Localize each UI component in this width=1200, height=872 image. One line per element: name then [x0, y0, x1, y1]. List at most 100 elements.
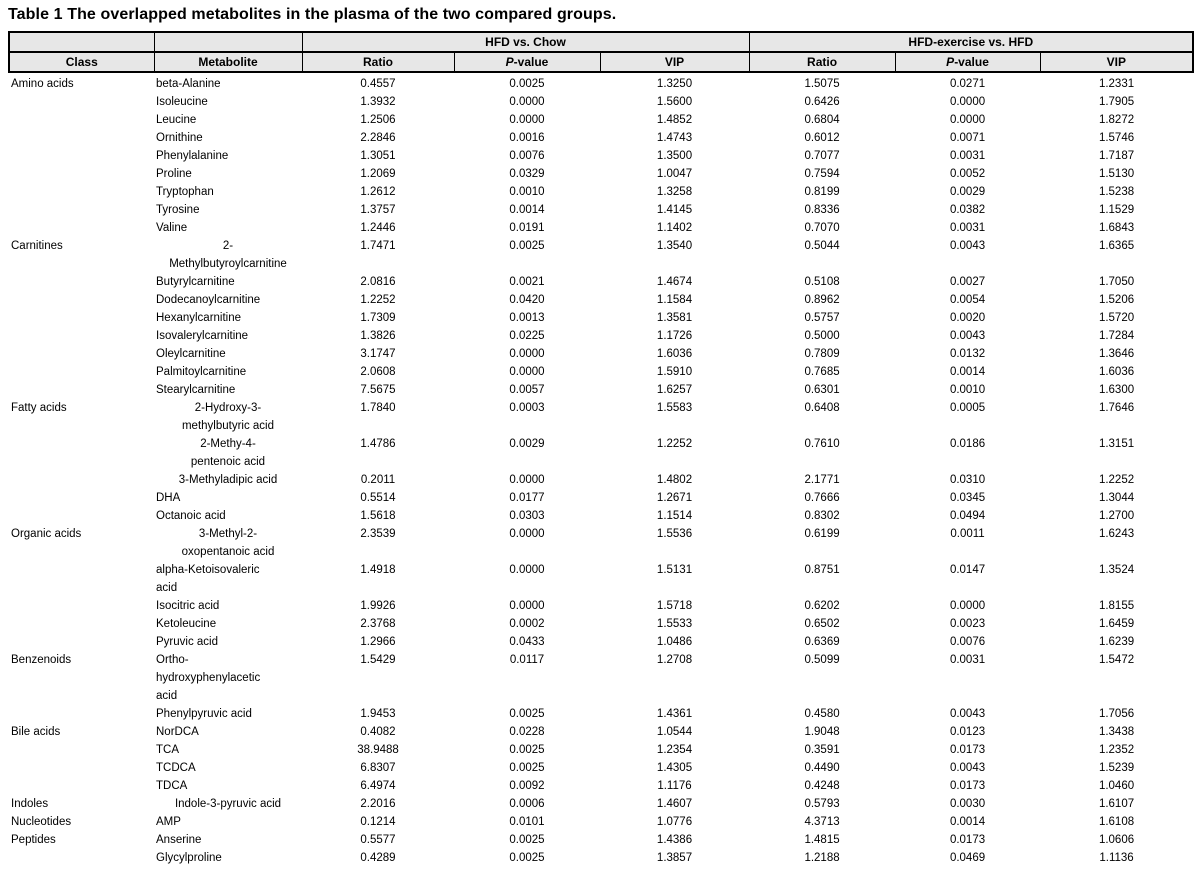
ratio-hfd-vs-chow-cell: 0.5577: [360, 834, 396, 846]
pvalue-hfd-vs-chow-cell: 0.0000: [509, 564, 545, 576]
class-cell: [9, 435, 154, 471]
ratio-hfd-exercise-cell: 0.7666: [804, 492, 840, 504]
vip-hfd-exercise-cell: 1.7050: [1098, 276, 1135, 288]
class-cell: [9, 633, 154, 651]
ratio-hfd-exercise-cell: 0.6199: [804, 528, 840, 540]
metabolite-cell: 2-Methy-4- pentenoic acid: [190, 438, 266, 468]
class-cell: [9, 741, 154, 759]
ratio-hfd-vs-chow-cell: 1.2069: [360, 168, 396, 180]
vip-hfd-exercise-cell: 1.0606: [1098, 834, 1135, 846]
vip-hfd-vs-chow-cell: 1.5583: [656, 402, 693, 414]
table-row: Carnitines 2- Methylbutyroylcarnitine 1.74…: [9, 237, 1193, 273]
vip-hfd-vs-chow-cell: 1.1176: [657, 780, 692, 792]
ratio-hfd-vs-chow-cell: 3.1747: [360, 348, 396, 360]
pvalue-hfd-vs-chow-cell: 0.0191: [509, 222, 545, 234]
class-cell: Organic acids: [11, 528, 82, 540]
pvalue-hfd-exercise-cell: 0.0173: [949, 780, 986, 792]
pvalue-hfd-exercise-cell: 0.0043: [949, 330, 986, 342]
vip-hfd-exercise-cell: 1.6107: [1098, 798, 1135, 810]
pvalue-hfd-vs-chow-cell: 0.0225: [509, 330, 545, 342]
class-cell: [9, 849, 154, 867]
class-cell: [9, 705, 154, 723]
metabolite-cell: Ornithine: [156, 132, 203, 144]
ratio-hfd-exercise-cell: 0.8302: [804, 510, 840, 522]
table-row: Palmitoylcarnitine 2.0608 0.0000 1.5910 0.76…: [9, 363, 1193, 381]
vip-hfd-exercise-cell: 1.5238: [1098, 186, 1135, 198]
pvalue-hfd-exercise-cell: 0.0043: [949, 762, 986, 774]
ratio-hfd-vs-chow-cell: 1.7309: [360, 312, 396, 324]
ratio-hfd-exercise-cell: 0.7077: [804, 150, 840, 162]
ratio-hfd-vs-chow-cell: 0.4557: [360, 78, 396, 90]
ratio-hfd-vs-chow-cell: 1.3932: [360, 96, 396, 108]
pvalue-hfd-exercise-cell: 0.0345: [949, 492, 986, 504]
vip-hfd-exercise-cell: 1.5206: [1098, 294, 1135, 306]
ratio-hfd-exercise-cell: 0.6369: [804, 636, 840, 648]
table-row: Butyrylcarnitine 2.0816 0.0021 1.4674 0.5108…: [9, 273, 1193, 291]
table-row: Phenylpyruvic acid 1.9453 0.0025 1.4361 0.45…: [9, 705, 1193, 723]
vip-hfd-exercise-cell: 1.6365: [1098, 240, 1135, 252]
table-row: Leucine 1.2506 0.0000 1.4852 0.6804 0.0000 1.8…: [9, 111, 1193, 129]
metabolite-cell: Dodecanoylcarnitine: [156, 294, 261, 306]
class-cell: [9, 777, 154, 795]
table-row: Valine 1.2446 0.0191 1.1402 0.7070 0.0031 1.68…: [9, 219, 1193, 237]
metabolite-cell: Indole-3-pyruvic acid: [174, 798, 282, 810]
vip-hfd-vs-chow-cell: 1.5718: [656, 600, 693, 612]
ratio-hfd-vs-chow-cell: 0.1214: [360, 816, 396, 828]
group-header-hfd-exercise-vs-hfd: HFD-exercise vs. HFD: [748, 31, 1195, 53]
pvalue-hfd-exercise-cell: 0.0173: [949, 744, 986, 756]
pvalue-hfd-exercise-cell: 0.0382: [949, 204, 986, 216]
ratio-hfd-exercise-cell: 0.6502: [804, 618, 840, 630]
ratio-hfd-exercise-cell: 0.4248: [804, 780, 840, 792]
vip-hfd-vs-chow-cell: 1.5600: [656, 96, 693, 108]
ratio-hfd-exercise-cell: 0.7594: [804, 168, 840, 180]
pvalue-hfd-vs-chow-cell: 0.0025: [509, 852, 545, 864]
ratio-hfd-vs-chow-cell: 2.2016: [360, 798, 396, 810]
ratio-hfd-exercise-cell: 0.6426: [804, 96, 840, 108]
class-cell: [9, 309, 154, 327]
pvalue-hfd-vs-chow-cell: 0.0025: [509, 78, 545, 90]
ratio-hfd-vs-chow-cell: 1.9453: [360, 708, 396, 720]
class-cell: [9, 507, 154, 525]
vip-hfd-vs-chow-cell: 1.3258: [656, 186, 693, 198]
table-row: Organic acids 3-Methyl-2- oxopentanoic ac…: [9, 525, 1193, 561]
table-row: Bile acids NorDCA 0.4082 0.0228 1.0544 1.9048…: [9, 723, 1193, 741]
pvalue-hfd-vs-chow-cell: 0.0076: [509, 150, 545, 162]
ratio-hfd-vs-chow-cell: 0.4289: [360, 852, 396, 864]
class-cell: [9, 219, 154, 237]
pvalue-hfd-vs-chow-cell: 0.0000: [509, 474, 545, 486]
metabolite-cell: Butyrylcarnitine: [156, 276, 235, 288]
table-row: Hexanylcarnitine 1.7309 0.0013 1.3581 0.5757…: [9, 309, 1193, 327]
vip-hfd-vs-chow-cell: 1.3857: [656, 852, 693, 864]
ratio-hfd-vs-chow-cell: 1.2612: [360, 186, 396, 198]
pvalue-hfd-exercise-cell: 0.0023: [949, 618, 986, 630]
table-row: Amino acids beta-Alanine 0.4557 0.0025 1.325…: [9, 72, 1193, 93]
pvalue-hfd-exercise-cell: 0.0043: [949, 240, 986, 252]
pvalue-hfd-exercise-cell: 0.0030: [949, 798, 986, 810]
table-title: Table 1 The overlapped metabolites in th…: [8, 6, 617, 23]
ratio-hfd-vs-chow-cell: 1.9926: [360, 600, 396, 612]
table-row: 2-Methy-4- pentenoic acid 1.4786 0.0029 1.2…: [9, 435, 1193, 471]
pvalue-hfd-exercise-cell: 0.0186: [949, 438, 986, 450]
vip-hfd-exercise-cell: 1.7646: [1098, 402, 1135, 414]
metabolite-cell: 3-Methyladipic acid: [178, 474, 278, 486]
vip-hfd-exercise-cell: 1.5720: [1098, 312, 1135, 324]
table-row: Ketoleucine 2.3768 0.0002 1.5533 0.6502 0.002…: [9, 615, 1193, 633]
class-cell: Nucleotides: [11, 816, 72, 828]
pvalue-hfd-exercise-cell: 0.0310: [949, 474, 986, 486]
ratio-hfd-exercise-cell: 0.4580: [804, 708, 840, 720]
pvalue-hfd-exercise-cell: 0.0147: [949, 564, 986, 576]
table-row: DHA 0.5514 0.0177 1.2671 0.7666 0.0345 1.3044: [9, 489, 1193, 507]
table-row: TCDCA 6.8307 0.0025 1.4305 0.4490 0.0043 1.523…: [9, 759, 1193, 777]
vip-hfd-exercise-cell: 1.1136: [1099, 852, 1134, 864]
vip-hfd-exercise-cell: 1.1529: [1098, 204, 1135, 216]
metabolite-cell: AMP: [156, 816, 181, 828]
vip-hfd-exercise-cell: 1.5130: [1098, 168, 1135, 180]
class-cell: [9, 327, 154, 345]
table-body: Amino acids beta-Alanine 0.4557 0.0025 1.325…: [9, 72, 1193, 867]
metabolite-cell: Ortho- hydroxyphenylacetic acid: [156, 654, 261, 702]
ratio-hfd-vs-chow-cell: 1.3826: [360, 330, 396, 342]
class-cell: [9, 129, 154, 147]
pvalue-hfd-vs-chow-cell: 0.0329: [509, 168, 545, 180]
vip-hfd-vs-chow-cell: 1.4361: [656, 708, 693, 720]
pvalue-hfd-vs-chow-cell: 0.0228: [509, 726, 545, 738]
